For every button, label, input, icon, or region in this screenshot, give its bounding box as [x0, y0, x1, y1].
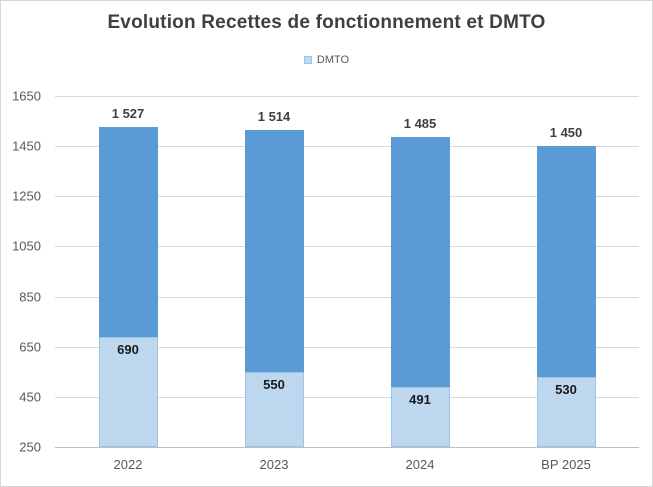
- y-tick-label-650: 650: [19, 339, 41, 355]
- chart-title: Evolution Recettes de fonctionnement et …: [107, 12, 546, 33]
- total-value-label-2024: 1 485: [403, 116, 437, 132]
- gridline-450: [55, 396, 639, 398]
- plot-area: 1 527 690 1 514 550 1 485 491 1 450 530: [55, 96, 639, 448]
- gridline-1050: [55, 246, 639, 248]
- dmto-value-label-2023: 550: [263, 376, 285, 392]
- y-tick-label-1250: 1250: [12, 188, 41, 204]
- chart-legend: DMTO: [1, 54, 652, 66]
- x-tick-label-BP 2025: BP 2025: [541, 457, 591, 472]
- total-value-label-2022: 1 527: [111, 105, 145, 121]
- total-value-label-2023: 1 514: [257, 109, 291, 125]
- y-tick-label-1050: 1050: [12, 238, 41, 254]
- legend-color-swatch-icon: [303, 56, 312, 64]
- x-tick-label-2023: 2023: [259, 457, 289, 472]
- gridline-650: [55, 346, 639, 348]
- dmto-value-label-2024: 491: [409, 391, 431, 407]
- bar-segment-dmto-BP 2025: [536, 376, 596, 447]
- y-tick-label-250: 250: [19, 439, 41, 455]
- legend-item-dmto: DMTO: [316, 54, 350, 66]
- bar-segment-dmto-2023: [244, 371, 304, 447]
- bar-segment-dmto-2024: [390, 386, 450, 447]
- bar-segment-total-2023: [244, 130, 304, 372]
- y-tick-label-1450: 1450: [12, 138, 41, 154]
- bar-segment-dmto-2022: [98, 336, 158, 447]
- gridline-850: [55, 296, 639, 298]
- x-tick-label-2022: 2022: [113, 457, 143, 472]
- gridline-1450: [55, 146, 639, 148]
- y-tick-label-1650: 1650: [12, 88, 41, 104]
- dmto-value-label-BP 2025: 530: [555, 381, 577, 397]
- gridline-1650: [55, 96, 639, 97]
- gridline-1250: [55, 196, 639, 198]
- gridline-250: [55, 447, 639, 448]
- dmto-value-label-2022: 690: [117, 341, 139, 357]
- total-value-label-BP 2025: 1 450: [549, 125, 583, 141]
- x-tick-label-2024: 2024: [405, 457, 435, 472]
- bar-segment-total-2022: [98, 126, 158, 337]
- y-axis-labels: 250 450 650 850 1050 1250 1450 1650: [1, 89, 41, 455]
- y-tick-label-850: 850: [19, 289, 41, 305]
- bar-segment-total-BP 2025: [536, 146, 596, 377]
- bar-segment-total-2024: [390, 137, 450, 387]
- y-tick-label-450: 450: [19, 389, 41, 405]
